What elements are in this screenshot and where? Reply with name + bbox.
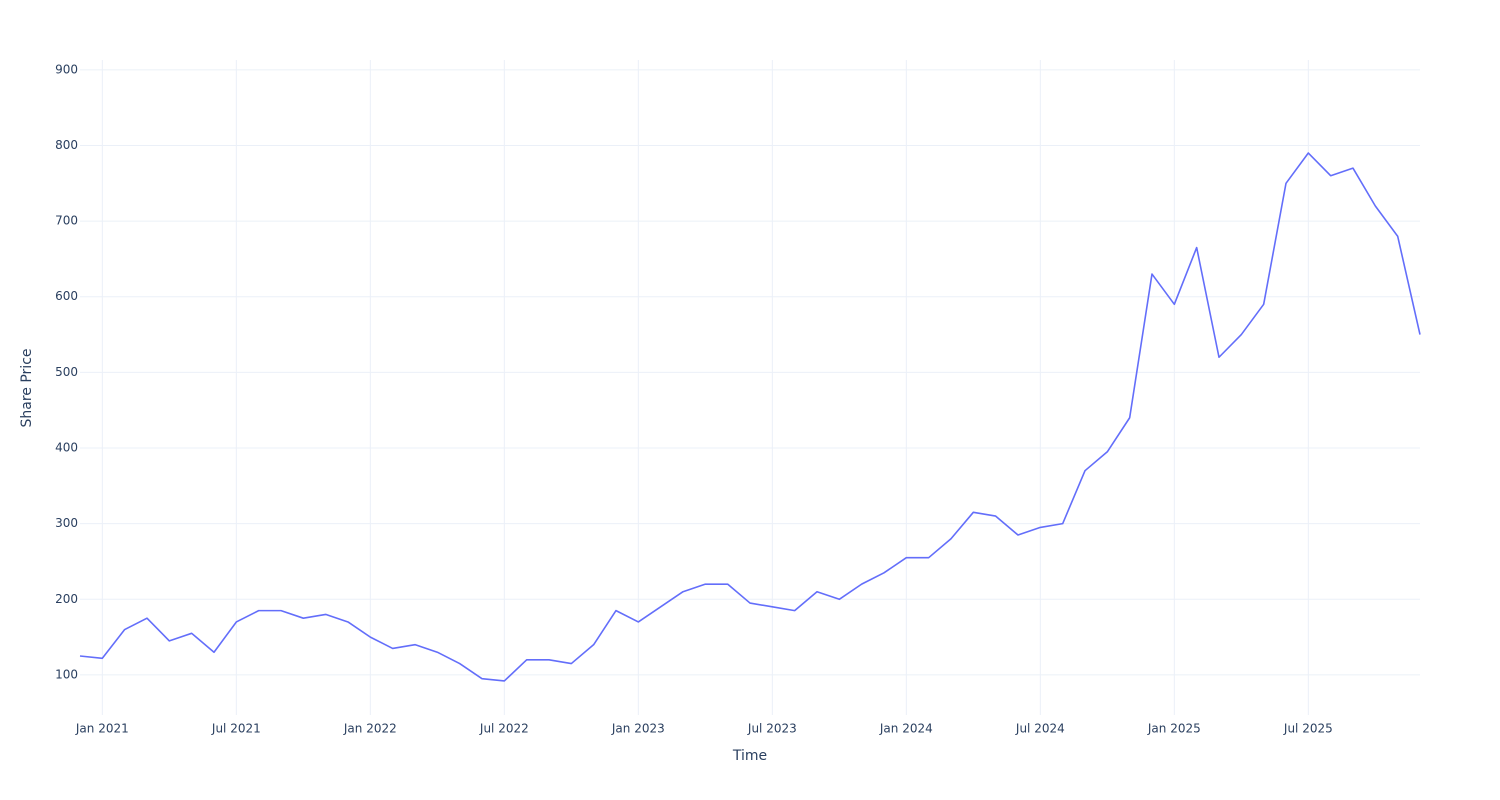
y-tick-label: 300 xyxy=(55,516,78,530)
y-tick-label: 400 xyxy=(55,441,78,455)
x-tick-label: Jan 2022 xyxy=(343,722,397,736)
x-tick-label: Jan 2021 xyxy=(75,722,129,736)
x-tick-label: Jul 2025 xyxy=(1283,722,1333,736)
y-tick-label: 800 xyxy=(55,138,78,152)
x-tick-label: Jan 2025 xyxy=(1147,722,1201,736)
x-axis-title: Time xyxy=(732,748,767,764)
y-tick-label: 100 xyxy=(55,667,78,681)
y-axis-title: Share Price xyxy=(19,348,35,427)
x-tick-label: Jul 2021 xyxy=(211,722,261,736)
y-tick-label: 200 xyxy=(55,592,78,606)
y-tick-label: 700 xyxy=(55,214,78,228)
x-tick-label: Jul 2023 xyxy=(747,722,797,736)
x-tick-label: Jan 2023 xyxy=(611,722,665,736)
price-line xyxy=(79,152,1421,682)
x-tick-label: Jan 2024 xyxy=(879,722,933,736)
y-tick-label: 900 xyxy=(55,62,78,76)
x-tick-label: Jul 2022 xyxy=(479,722,529,736)
y-tick-label: 600 xyxy=(55,289,78,303)
x-tick-label: Jul 2024 xyxy=(1015,722,1065,736)
y-tick-label: 500 xyxy=(55,365,78,379)
